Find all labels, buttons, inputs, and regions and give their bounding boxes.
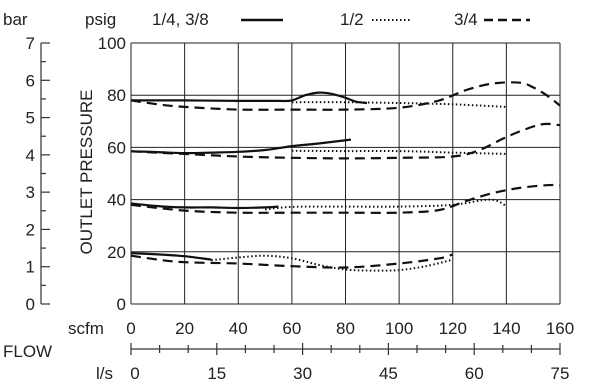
series-solid-curve-3	[130, 252, 212, 261]
bar-tick-0: 0	[26, 295, 35, 314]
psig-tick-100: 100	[98, 34, 126, 53]
scfm-tick-160: 160	[546, 319, 574, 338]
psig-tick-60: 60	[107, 138, 126, 157]
legend-label-quarter-three-eighths: 1/4, 3/8	[152, 10, 209, 29]
y-axis-title: OUTLET PRESSURE	[77, 89, 96, 254]
scfm-unit-label: scfm	[68, 319, 104, 338]
series-dashed-curve-1	[130, 122, 561, 160]
legend: 1/4, 3/8 1/2 3/4	[152, 10, 530, 29]
scfm-tick-40: 40	[229, 319, 248, 338]
legend-label-half: 1/2	[340, 10, 364, 29]
scfm-tick-100: 100	[385, 319, 413, 338]
ls-tick-30: 30	[293, 364, 312, 383]
legend-label-three-quarters: 3/4	[454, 10, 478, 29]
scfm-axis: 0 20 40 60 80 100 120 140 160	[126, 319, 574, 338]
scfm-tick-80: 80	[336, 319, 355, 338]
scfm-tick-120: 120	[439, 319, 467, 338]
series-solid-curve-1	[130, 138, 352, 155]
series-dotted-curve-1	[291, 149, 507, 155]
series-dotted-curve-2	[265, 198, 507, 211]
ls-tick-75: 75	[551, 364, 570, 383]
series-dotted-curve-3	[211, 254, 454, 272]
psig-tick-40: 40	[107, 191, 126, 210]
series-dashed-curve-0	[130, 81, 561, 111]
data-curves	[130, 81, 561, 272]
psig-unit-label: psig	[85, 10, 116, 29]
bar-tick-1: 1	[26, 258, 35, 277]
bar-tick-6: 6	[26, 71, 35, 90]
psig-tick-80: 80	[107, 86, 126, 105]
ls-unit-label: l/s	[96, 364, 113, 383]
ls-tick-0: 0	[130, 364, 139, 383]
ls-axis: 0 15 30 45 60 75	[130, 343, 569, 383]
bar-tick-2: 2	[26, 220, 35, 239]
plot-grid	[130, 42, 561, 305]
bar-unit-label: bar	[3, 10, 28, 29]
ls-tick-15: 15	[207, 364, 226, 383]
bar-axis: 0 1 2 3 4 5 6 7	[26, 34, 50, 314]
series-solid-curve-0	[130, 91, 368, 105]
scfm-tick-60: 60	[282, 319, 301, 338]
psig-tick-20: 20	[107, 243, 126, 262]
bar-tick-4: 4	[26, 146, 35, 165]
psig-axis: 0 20 40 60 80 100	[98, 34, 126, 314]
scfm-tick-20: 20	[175, 319, 194, 338]
bar-tick-5: 5	[26, 109, 35, 128]
bar-tick-7: 7	[26, 34, 35, 53]
series-dashed-curve-3	[130, 253, 454, 269]
bar-tick-3: 3	[26, 183, 35, 202]
psig-tick-0: 0	[117, 295, 126, 314]
x-axis-title: FLOW	[3, 342, 52, 361]
series-solid-curve-2	[130, 202, 279, 210]
series-dotted-curve-0	[291, 101, 507, 108]
ls-tick-60: 60	[465, 364, 484, 383]
series-dashed-curve-2	[130, 183, 561, 214]
scfm-tick-140: 140	[492, 319, 520, 338]
scfm-tick-0: 0	[126, 319, 135, 338]
ls-tick-45: 45	[379, 364, 398, 383]
